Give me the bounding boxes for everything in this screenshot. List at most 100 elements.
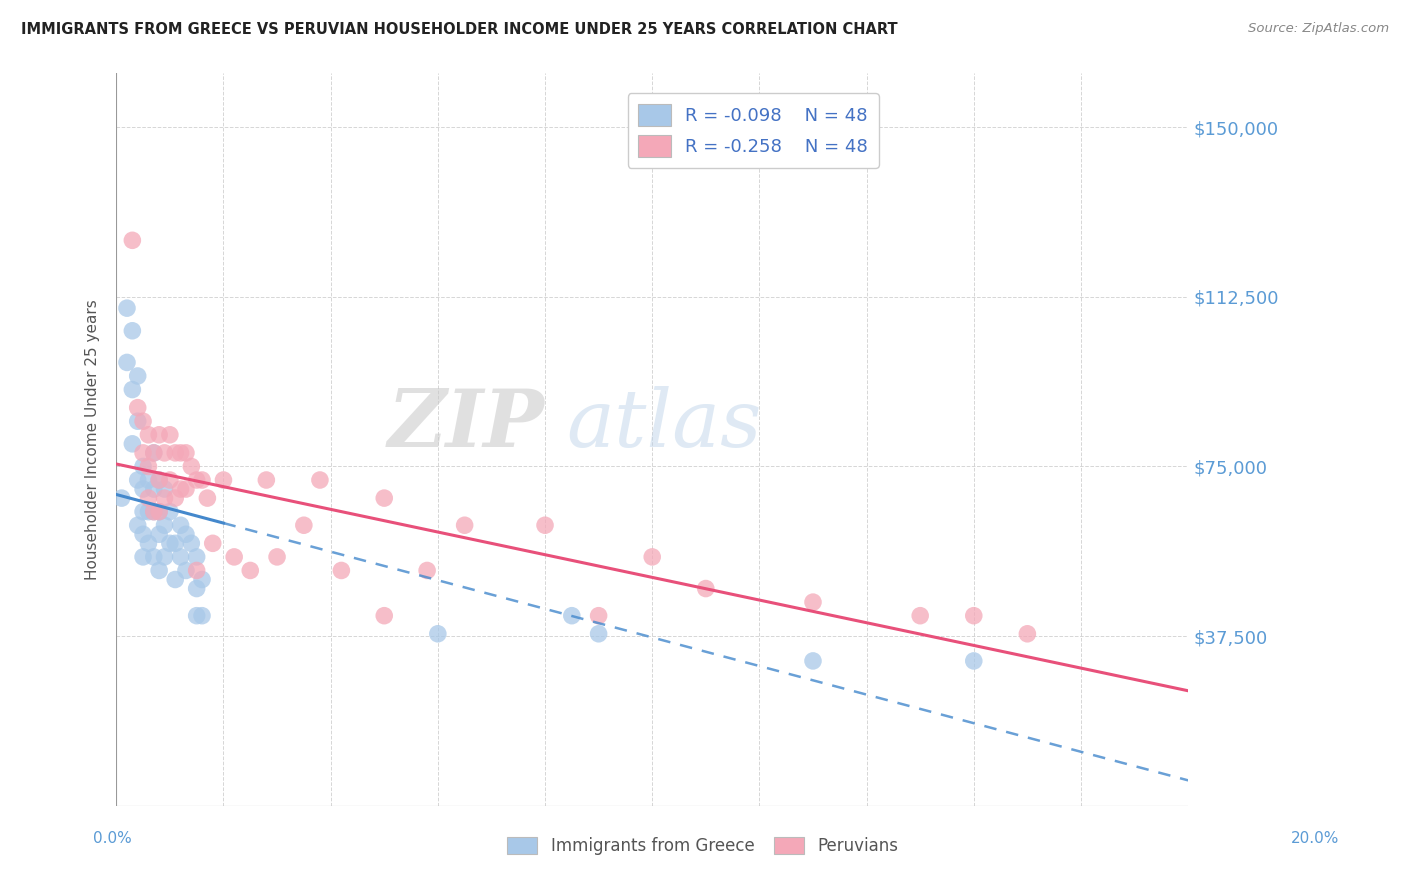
Point bbox=[132, 459, 155, 474]
Point bbox=[191, 608, 214, 623]
Point bbox=[426, 627, 449, 641]
Point bbox=[191, 473, 214, 487]
Point bbox=[138, 459, 160, 474]
Point bbox=[142, 446, 165, 460]
Point bbox=[153, 518, 176, 533]
Point bbox=[148, 527, 170, 541]
Point bbox=[186, 608, 208, 623]
Point bbox=[908, 608, 931, 623]
Point bbox=[148, 564, 170, 578]
Text: ZIP: ZIP bbox=[388, 386, 546, 464]
Point bbox=[148, 473, 170, 487]
Point bbox=[180, 536, 202, 550]
Point bbox=[239, 564, 262, 578]
Point bbox=[142, 446, 165, 460]
Point bbox=[127, 518, 149, 533]
Legend: R = -0.098    N = 48, R = -0.258    N = 48: R = -0.098 N = 48, R = -0.258 N = 48 bbox=[627, 93, 879, 168]
Point bbox=[165, 573, 187, 587]
Text: IMMIGRANTS FROM GREECE VS PERUVIAN HOUSEHOLDER INCOME UNDER 25 YEARS CORRELATION: IMMIGRANTS FROM GREECE VS PERUVIAN HOUSE… bbox=[21, 22, 897, 37]
Point bbox=[142, 549, 165, 564]
Point bbox=[416, 564, 439, 578]
Point bbox=[292, 518, 315, 533]
Point bbox=[153, 491, 176, 505]
Point bbox=[121, 437, 143, 451]
Text: 0.0%: 0.0% bbox=[93, 831, 132, 846]
Point bbox=[121, 324, 143, 338]
Point bbox=[186, 549, 208, 564]
Point bbox=[174, 564, 197, 578]
Point bbox=[138, 505, 160, 519]
Point bbox=[224, 549, 246, 564]
Point bbox=[561, 608, 583, 623]
Text: 20.0%: 20.0% bbox=[1291, 831, 1339, 846]
Point bbox=[127, 369, 149, 384]
Point bbox=[169, 482, 191, 496]
Point bbox=[148, 505, 170, 519]
Point bbox=[142, 505, 165, 519]
Point bbox=[159, 427, 181, 442]
Point bbox=[174, 482, 197, 496]
Point bbox=[148, 427, 170, 442]
Point bbox=[132, 549, 155, 564]
Point bbox=[165, 491, 187, 505]
Point bbox=[801, 654, 824, 668]
Point bbox=[453, 518, 475, 533]
Point bbox=[132, 527, 155, 541]
Point bbox=[132, 505, 155, 519]
Point bbox=[159, 536, 181, 550]
Point bbox=[127, 414, 149, 428]
Point bbox=[373, 491, 395, 505]
Legend: Immigrants from Greece, Peruvians: Immigrants from Greece, Peruvians bbox=[501, 830, 905, 862]
Point bbox=[148, 505, 170, 519]
Point bbox=[153, 549, 176, 564]
Point bbox=[132, 414, 155, 428]
Point bbox=[111, 491, 134, 505]
Point bbox=[153, 482, 176, 496]
Point bbox=[186, 564, 208, 578]
Point bbox=[534, 518, 557, 533]
Point bbox=[138, 473, 160, 487]
Point bbox=[169, 518, 191, 533]
Point bbox=[142, 505, 165, 519]
Text: Source: ZipAtlas.com: Source: ZipAtlas.com bbox=[1249, 22, 1389, 36]
Point bbox=[180, 459, 202, 474]
Point bbox=[174, 446, 197, 460]
Point bbox=[963, 654, 986, 668]
Point bbox=[266, 549, 288, 564]
Point bbox=[148, 473, 170, 487]
Point bbox=[186, 582, 208, 596]
Point bbox=[212, 473, 235, 487]
Point bbox=[165, 536, 187, 550]
Point bbox=[186, 473, 208, 487]
Point bbox=[115, 355, 138, 369]
Point bbox=[195, 491, 218, 505]
Point bbox=[138, 536, 160, 550]
Point bbox=[191, 573, 214, 587]
Point bbox=[132, 482, 155, 496]
Point bbox=[169, 549, 191, 564]
Point bbox=[254, 473, 277, 487]
Point bbox=[138, 427, 160, 442]
Point bbox=[159, 473, 181, 487]
Point bbox=[138, 491, 160, 505]
Point bbox=[132, 446, 155, 460]
Point bbox=[127, 401, 149, 415]
Point bbox=[201, 536, 224, 550]
Point bbox=[588, 608, 610, 623]
Point bbox=[159, 505, 181, 519]
Point bbox=[588, 627, 610, 641]
Point bbox=[641, 549, 664, 564]
Point bbox=[127, 473, 149, 487]
Point bbox=[115, 301, 138, 315]
Point bbox=[169, 446, 191, 460]
Point bbox=[174, 527, 197, 541]
Point bbox=[165, 446, 187, 460]
Point bbox=[373, 608, 395, 623]
Y-axis label: Householder Income Under 25 years: Householder Income Under 25 years bbox=[86, 299, 100, 580]
Point bbox=[121, 233, 143, 247]
Point bbox=[309, 473, 332, 487]
Point bbox=[142, 482, 165, 496]
Point bbox=[801, 595, 824, 609]
Point bbox=[330, 564, 353, 578]
Point bbox=[1017, 627, 1039, 641]
